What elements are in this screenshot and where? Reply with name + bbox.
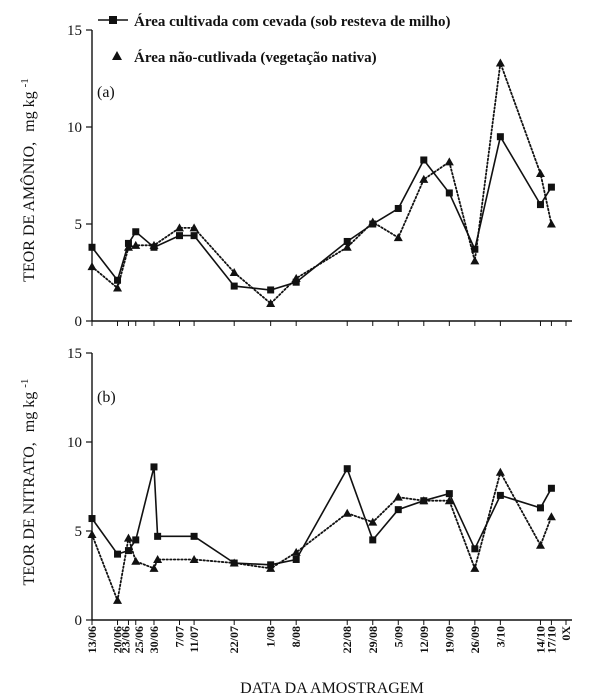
data-point-square bbox=[150, 463, 157, 470]
panel-a-ammonium: (a) TEOR DE AMÔNIO, mg kg -1 0 5 10 15 bbox=[19, 23, 572, 330]
y-axis-title-nitrate: TEOR DE NITRATO, mg kg -1 bbox=[19, 379, 38, 586]
legend-marker-square bbox=[109, 16, 117, 24]
x-tick-label: 0X bbox=[559, 626, 573, 641]
x-tick-label: 29/08 bbox=[366, 626, 380, 653]
data-point-square bbox=[89, 515, 96, 522]
data-point-square bbox=[446, 490, 453, 497]
x-tick-label: 7/07 bbox=[173, 626, 187, 647]
y-axis-title-unit: mg kg bbox=[21, 392, 38, 432]
x-tick-label: 30/06 bbox=[147, 626, 161, 653]
data-point-triangle bbox=[547, 220, 556, 228]
data-point-square bbox=[154, 533, 161, 540]
data-point-square bbox=[548, 184, 555, 191]
legend: Área cultivada com cevada (sob resteva d… bbox=[98, 13, 451, 66]
y-tick-label: 0 bbox=[75, 613, 83, 629]
y-tick-label: 0 bbox=[75, 314, 83, 330]
y-tick-label: 15 bbox=[67, 23, 82, 39]
data-point-triangle bbox=[131, 557, 140, 565]
data-point-triangle bbox=[419, 175, 428, 183]
data-point-square bbox=[191, 232, 198, 239]
data-point-square bbox=[471, 545, 478, 552]
data-point-triangle bbox=[190, 223, 199, 231]
series-line-native bbox=[92, 63, 551, 304]
x-tick-label: 3/10 bbox=[493, 626, 507, 647]
data-point-triangle bbox=[470, 564, 479, 572]
x-tick-label: 8/08 bbox=[289, 626, 303, 647]
data-point-triangle bbox=[343, 509, 352, 517]
data-point-square bbox=[132, 536, 139, 543]
data-point-square bbox=[344, 465, 351, 472]
data-point-square bbox=[420, 156, 427, 163]
data-point-triangle bbox=[394, 233, 403, 241]
y-axis-title-sup: -1 bbox=[19, 379, 31, 388]
panel-b-nitrate: (b) TEOR DE NITRATO, mg kg -1 0 5 10 15 bbox=[19, 346, 572, 629]
data-point-square bbox=[446, 189, 453, 196]
x-axis-title: DATA DA AMOSTRAGEM bbox=[240, 680, 424, 697]
x-tick-label: 1/08 bbox=[264, 626, 278, 647]
x-tick-label: 12/09 bbox=[417, 626, 431, 653]
data-point-triangle bbox=[470, 256, 479, 264]
y-tick-label: 15 bbox=[67, 346, 82, 362]
legend-marker-triangle bbox=[112, 51, 122, 60]
data-point-triangle bbox=[394, 493, 403, 501]
data-point-triangle bbox=[445, 157, 454, 165]
data-point-square bbox=[176, 232, 183, 239]
y-tick-label: 5 bbox=[75, 217, 83, 233]
data-point-square bbox=[395, 506, 402, 513]
y-tick-label: 10 bbox=[67, 435, 82, 451]
data-point-square bbox=[267, 286, 274, 293]
data-point-triangle bbox=[536, 169, 545, 177]
data-point-square bbox=[497, 492, 504, 499]
x-tick-label: 22/08 bbox=[340, 626, 354, 653]
x-tick-label: 19/09 bbox=[442, 626, 456, 653]
y-axis-title-sup: -1 bbox=[19, 78, 31, 87]
data-point-triangle bbox=[547, 512, 556, 520]
y-axis-title-main: TEOR DE AMÔNIO, bbox=[19, 142, 38, 282]
data-point-square bbox=[548, 485, 555, 492]
data-point-square bbox=[293, 556, 300, 563]
x-tick-label: 23/06 bbox=[119, 626, 133, 653]
data-point-square bbox=[537, 201, 544, 208]
data-point-square bbox=[231, 283, 238, 290]
data-point-square bbox=[369, 536, 376, 543]
series-line-cultivated bbox=[92, 137, 551, 290]
legend-label-native: Área não-cutlivada (vegetação nativa) bbox=[134, 49, 377, 66]
data-point-square bbox=[89, 244, 96, 251]
data-point-triangle bbox=[113, 596, 122, 604]
data-point-square bbox=[537, 504, 544, 511]
data-point-triangle bbox=[496, 468, 505, 476]
legend-label-cultivated: Área cultivada com cevada (sob resteva d… bbox=[134, 13, 451, 30]
data-point-square bbox=[191, 533, 198, 540]
data-point-triangle bbox=[496, 58, 505, 66]
data-point-triangle bbox=[113, 284, 122, 292]
y-axis-title-ammonium: TEOR DE AMÔNIO, mg kg -1 bbox=[19, 78, 38, 282]
data-point-triangle bbox=[124, 534, 133, 542]
series-line-cultivated bbox=[92, 467, 551, 565]
x-tick-label: 5/09 bbox=[391, 626, 405, 647]
data-point-triangle bbox=[292, 274, 301, 282]
data-point-triangle bbox=[88, 262, 97, 270]
x-tick-label: 25/06 bbox=[132, 626, 146, 653]
x-tick-label: 17/10 bbox=[544, 626, 558, 653]
panel-label-a: (a) bbox=[97, 84, 115, 101]
y-axis-title-unit: mg kg bbox=[21, 91, 38, 131]
y-tick-label: 10 bbox=[67, 120, 82, 136]
data-point-square bbox=[114, 551, 121, 558]
data-point-square bbox=[132, 228, 139, 235]
data-point-triangle bbox=[292, 548, 301, 556]
y-axis-title-main: TEOR DE NITRATO, bbox=[21, 442, 38, 585]
data-point-square bbox=[497, 133, 504, 140]
x-tick-label: 11/07 bbox=[187, 626, 201, 653]
panel-label-b: (b) bbox=[97, 389, 116, 406]
y-tick-label: 5 bbox=[75, 524, 83, 540]
data-point-triangle bbox=[536, 541, 545, 549]
x-tick-label: 22/07 bbox=[227, 626, 241, 653]
data-point-square bbox=[395, 205, 402, 212]
x-tick-label: 26/09 bbox=[468, 626, 482, 653]
x-tick-label: 13/06 bbox=[85, 626, 99, 653]
